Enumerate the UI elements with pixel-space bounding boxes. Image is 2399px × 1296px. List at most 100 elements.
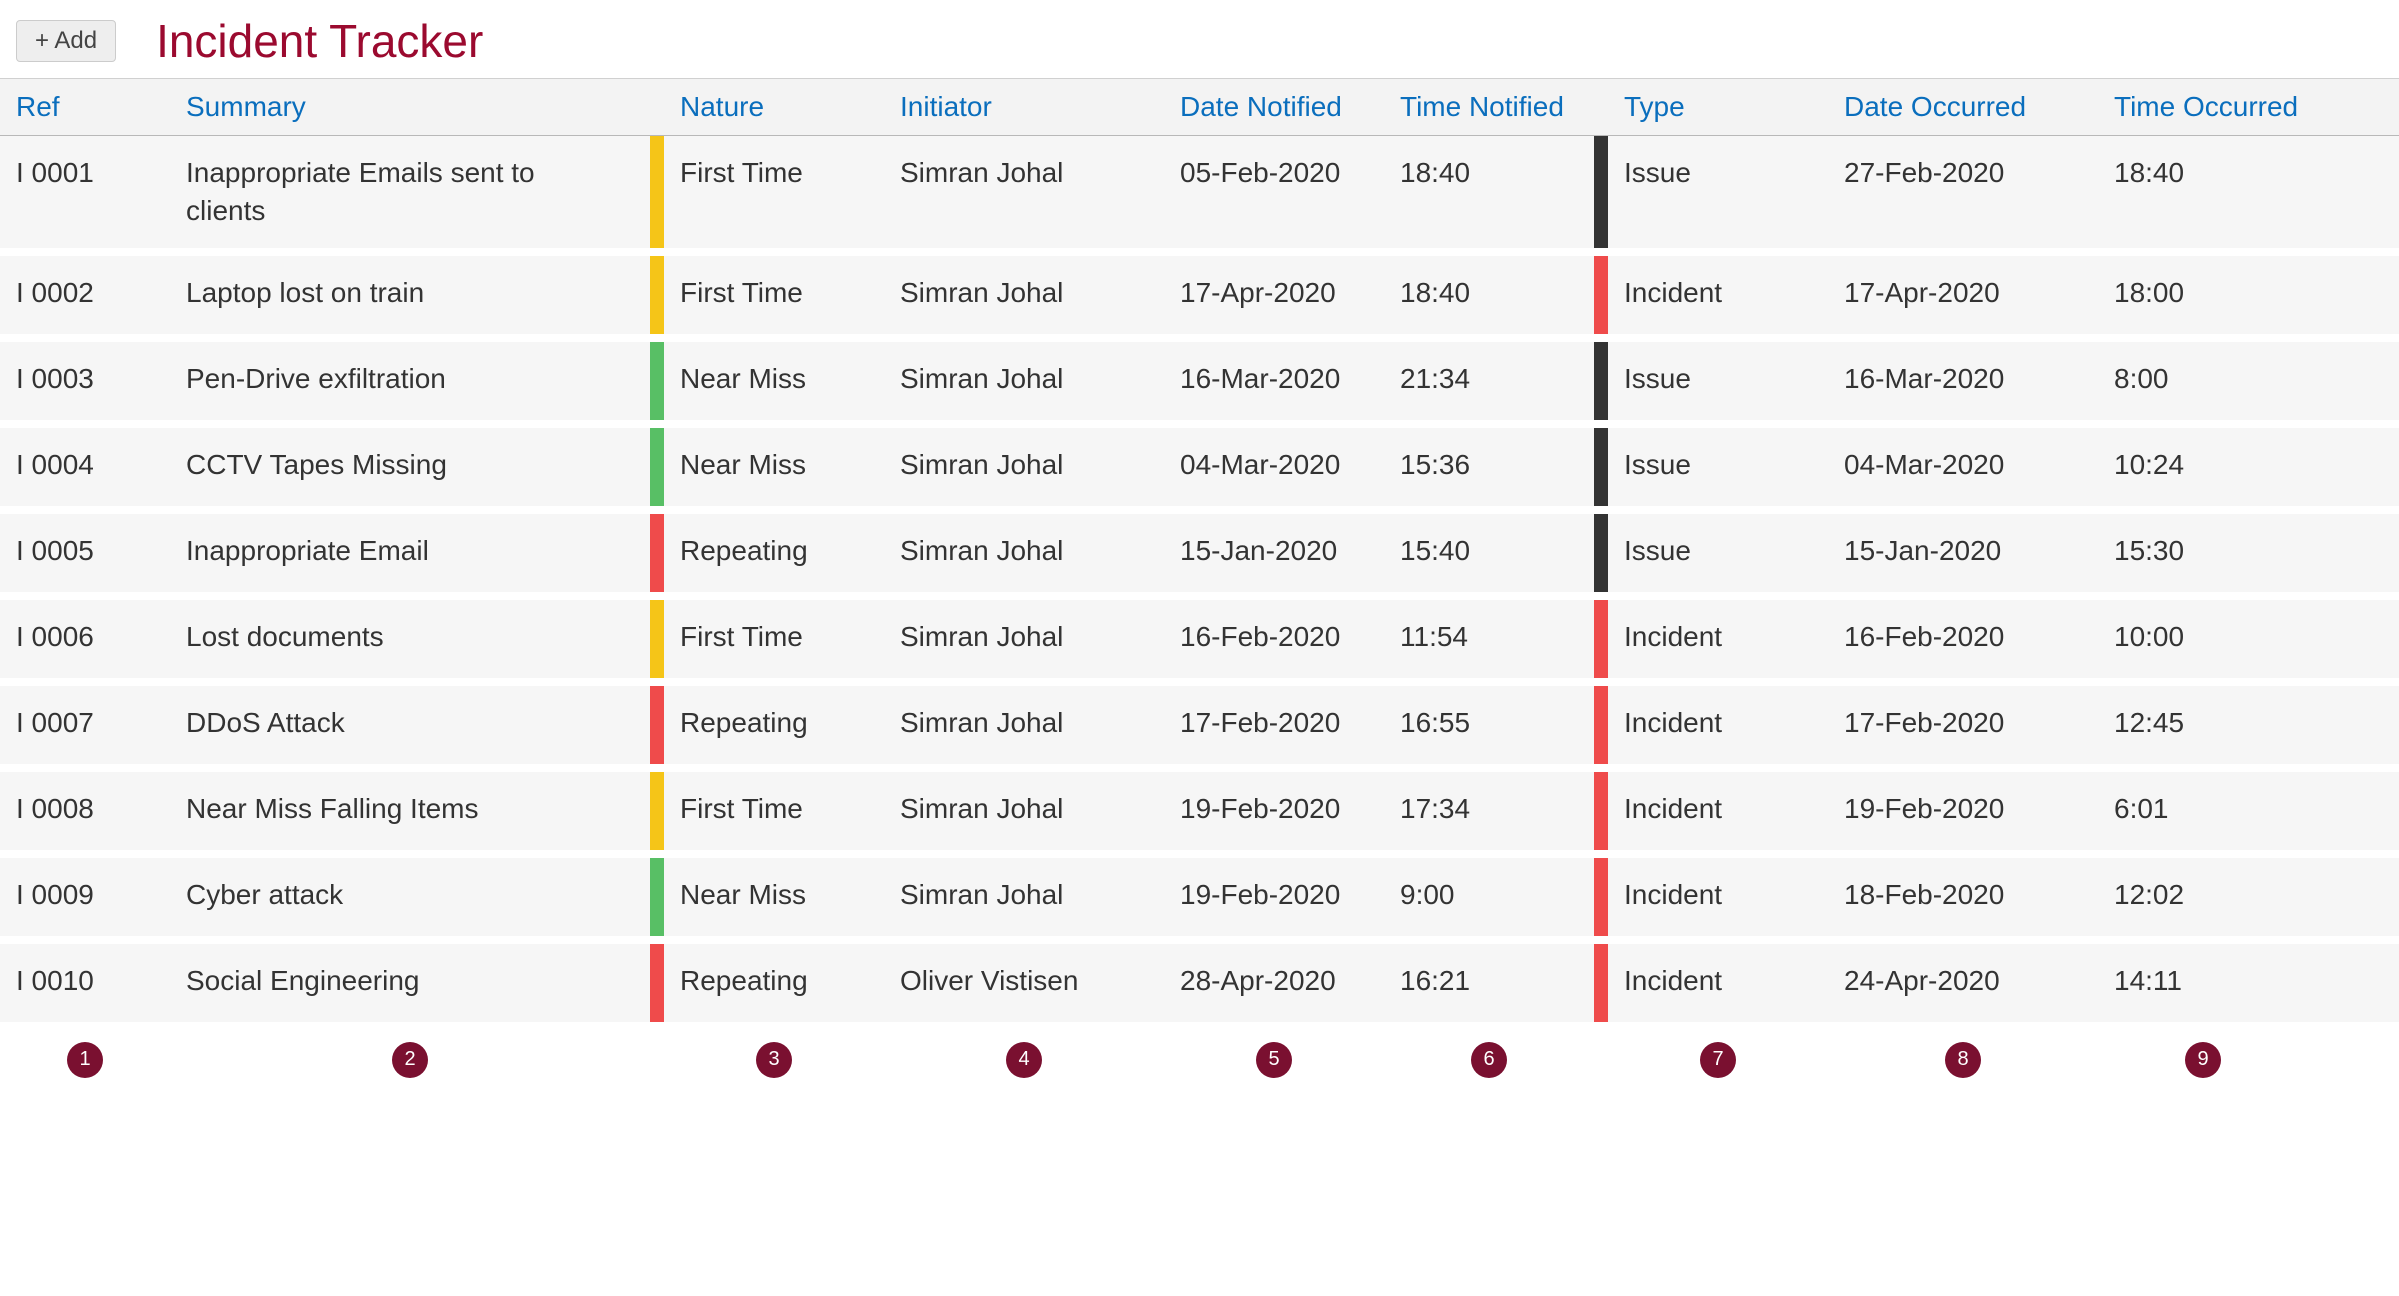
col-header-time-notified[interactable]: Time Notified	[1384, 79, 1594, 135]
cell-summary: CCTV Tapes Missing	[170, 428, 650, 502]
col-header-type[interactable]: Type	[1608, 79, 1828, 135]
table-row[interactable]: I 0005Inappropriate EmailRepeatingSimran…	[0, 514, 2399, 592]
page-title: Incident Tracker	[156, 14, 483, 68]
cell-time-occurred: 18:40	[2098, 136, 2308, 210]
cell-initiator: Simran Johal	[884, 428, 1164, 502]
cell-initiator: Simran Johal	[884, 600, 1164, 674]
cell-time-notified: 15:36	[1384, 428, 1594, 502]
table-header-row: Ref Summary Nature Initiator Date Notifi…	[0, 78, 2399, 136]
cell-nature: First Time	[664, 772, 884, 846]
cell-date-notified: 16-Mar-2020	[1164, 342, 1384, 416]
cell-time-notified: 21:34	[1384, 342, 1594, 416]
col-header-summary[interactable]: Summary	[170, 79, 650, 135]
column-legend-bar: 1 2 3 4 5 6 7 8 9	[0, 1030, 2399, 1098]
type-color-strip	[1594, 944, 1608, 1022]
cell-date-notified: 16-Feb-2020	[1164, 600, 1384, 674]
cell-date-notified: 28-Apr-2020	[1164, 944, 1384, 1018]
nature-color-strip	[650, 514, 664, 592]
cell-initiator: Simran Johal	[884, 256, 1164, 330]
table-row[interactable]: I 0004CCTV Tapes MissingNear MissSimran …	[0, 428, 2399, 506]
cell-initiator: Simran Johal	[884, 136, 1164, 210]
cell-initiator: Simran Johal	[884, 772, 1164, 846]
col-header-ref[interactable]: Ref	[0, 79, 170, 135]
legend-dot-7: 7	[1700, 1042, 1736, 1078]
cell-ref: I 0006	[0, 600, 170, 674]
nature-color-strip	[650, 600, 664, 678]
nature-color-strip	[650, 686, 664, 764]
col-header-date-notified[interactable]: Date Notified	[1164, 79, 1384, 135]
cell-type: Issue	[1608, 514, 1828, 588]
cell-summary: Pen-Drive exfiltration	[170, 342, 650, 416]
table-row[interactable]: I 0002Laptop lost on trainFirst TimeSimr…	[0, 256, 2399, 334]
cell-time-occurred: 15:30	[2098, 514, 2308, 588]
cell-ref: I 0005	[0, 514, 170, 588]
type-color-strip	[1594, 256, 1608, 334]
legend-dot-1: 1	[67, 1042, 103, 1078]
cell-date-notified: 19-Feb-2020	[1164, 858, 1384, 932]
cell-ref: I 0008	[0, 772, 170, 846]
cell-date-occurred: 16-Mar-2020	[1828, 342, 2098, 416]
table-row[interactable]: I 0001Inappropriate Emails sent to clien…	[0, 136, 2399, 248]
cell-time-occurred: 18:00	[2098, 256, 2308, 330]
nature-color-strip	[650, 256, 664, 334]
col-header-initiator[interactable]: Initiator	[884, 79, 1164, 135]
cell-type: Incident	[1608, 858, 1828, 932]
cell-time-notified: 15:40	[1384, 514, 1594, 588]
table-row[interactable]: I 0010Social EngineeringRepeatingOliver …	[0, 944, 2399, 1022]
cell-nature: Near Miss	[664, 342, 884, 416]
col-header-nature[interactable]: Nature	[664, 79, 884, 135]
table-row[interactable]: I 0006Lost documentsFirst TimeSimran Joh…	[0, 600, 2399, 678]
cell-date-notified: 17-Apr-2020	[1164, 256, 1384, 330]
nature-color-strip	[650, 772, 664, 850]
cell-initiator: Simran Johal	[884, 686, 1164, 760]
table-row[interactable]: I 0009Cyber attackNear MissSimran Johal1…	[0, 858, 2399, 936]
cell-date-occurred: 27-Feb-2020	[1828, 136, 2098, 210]
cell-summary: Social Engineering	[170, 944, 650, 1018]
cell-ref: I 0010	[0, 944, 170, 1018]
cell-initiator: Simran Johal	[884, 858, 1164, 932]
cell-summary: Inappropriate Emails sent to clients	[170, 136, 650, 248]
table-row[interactable]: I 0003Pen-Drive exfiltrationNear MissSim…	[0, 342, 2399, 420]
cell-type: Incident	[1608, 772, 1828, 846]
cell-date-occurred: 17-Feb-2020	[1828, 686, 2098, 760]
cell-initiator: Simran Johal	[884, 514, 1164, 588]
cell-time-occurred: 8:00	[2098, 342, 2308, 416]
col-header-time-occurred[interactable]: Time Occurred	[2098, 79, 2308, 135]
col-header-date-occurred[interactable]: Date Occurred	[1828, 79, 2098, 135]
cell-nature: First Time	[664, 600, 884, 674]
cell-date-occurred: 17-Apr-2020	[1828, 256, 2098, 330]
app-root: + Add Incident Tracker Ref Summary Natur…	[0, 0, 2399, 1098]
cell-time-occurred: 6:01	[2098, 772, 2308, 846]
type-color-strip	[1594, 858, 1608, 936]
cell-time-notified: 16:55	[1384, 686, 1594, 760]
cell-summary: Laptop lost on train	[170, 256, 650, 330]
cell-date-occurred: 19-Feb-2020	[1828, 772, 2098, 846]
table-row[interactable]: I 0007DDoS AttackRepeatingSimran Johal17…	[0, 686, 2399, 764]
header-bar: + Add Incident Tracker	[0, 0, 2399, 78]
cell-date-occurred: 18-Feb-2020	[1828, 858, 2098, 932]
cell-time-occurred: 12:45	[2098, 686, 2308, 760]
table-row[interactable]: I 0008Near Miss Falling ItemsFirst TimeS…	[0, 772, 2399, 850]
cell-date-notified: 04-Mar-2020	[1164, 428, 1384, 502]
cell-summary: Lost documents	[170, 600, 650, 674]
cell-time-notified: 17:34	[1384, 772, 1594, 846]
type-color-strip	[1594, 342, 1608, 420]
cell-type: Issue	[1608, 342, 1828, 416]
cell-nature: Near Miss	[664, 858, 884, 932]
cell-date-occurred: 15-Jan-2020	[1828, 514, 2098, 588]
nature-color-strip	[650, 858, 664, 936]
cell-initiator: Simran Johal	[884, 342, 1164, 416]
type-color-strip	[1594, 514, 1608, 592]
cell-time-notified: 18:40	[1384, 136, 1594, 210]
cell-time-occurred: 12:02	[2098, 858, 2308, 932]
cell-date-occurred: 16-Feb-2020	[1828, 600, 2098, 674]
cell-type: Incident	[1608, 600, 1828, 674]
cell-type: Incident	[1608, 944, 1828, 1018]
legend-dot-5: 5	[1256, 1042, 1292, 1078]
type-color-strip	[1594, 136, 1608, 248]
cell-nature: Repeating	[664, 514, 884, 588]
cell-ref: I 0002	[0, 256, 170, 330]
cell-nature: First Time	[664, 136, 884, 210]
cell-time-notified: 9:00	[1384, 858, 1594, 932]
add-button[interactable]: + Add	[16, 20, 116, 62]
